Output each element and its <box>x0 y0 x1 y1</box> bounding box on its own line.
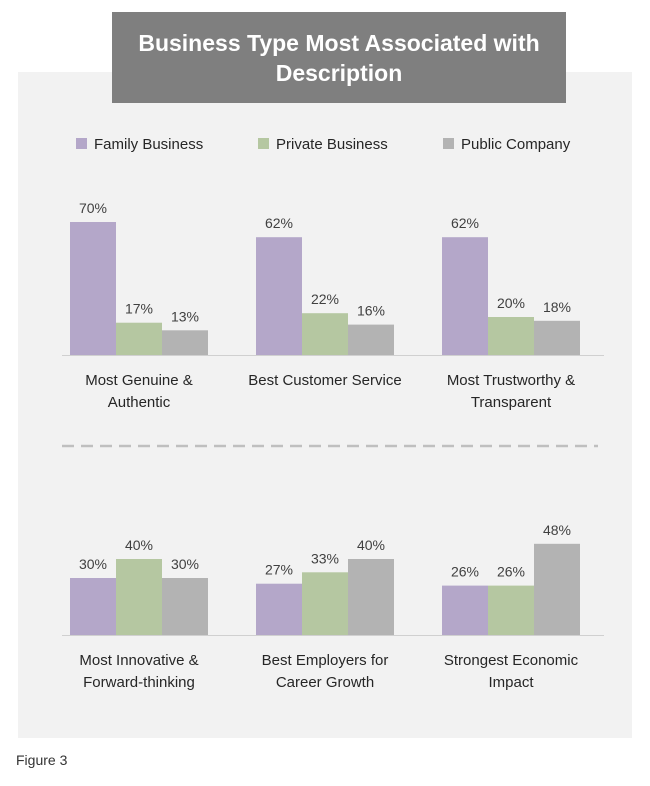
category-label-6-line-2: Impact <box>488 674 534 691</box>
bar-group5-series3 <box>348 559 394 635</box>
value-label-group1-series1: 70% <box>79 200 107 216</box>
bar-group3-series1 <box>442 237 488 355</box>
value-label-group5-series2: 33% <box>311 550 339 566</box>
legend-label-1: Family Business <box>94 136 203 153</box>
legend-swatch-2 <box>258 138 269 149</box>
legend-swatch-3 <box>443 138 454 149</box>
value-label-group6-series2: 26% <box>497 564 525 580</box>
bar-group2-series2 <box>302 313 348 355</box>
bar-group6-series3 <box>534 543 580 635</box>
value-label-group3-series3: 18% <box>543 299 571 315</box>
bar-group6-series1 <box>442 585 488 635</box>
category-label-1-line-2: Authentic <box>108 394 171 411</box>
value-label-group2-series1: 62% <box>265 215 293 231</box>
chart-title-line-2: Description <box>275 59 403 86</box>
bar-group2-series3 <box>348 324 394 355</box>
bar-group4-series1 <box>70 578 116 635</box>
category-label-5-line-2: Career Growth <box>276 674 374 691</box>
bar-group2-series1 <box>256 237 302 355</box>
value-label-group2-series2: 22% <box>311 291 339 307</box>
legend-swatch-1 <box>76 138 87 149</box>
value-label-group5-series1: 27% <box>265 562 293 578</box>
bar-group4-series2 <box>116 559 162 635</box>
category-label-3-line-2: Transparent <box>471 394 552 411</box>
figure-caption: Figure 3 <box>16 752 68 768</box>
category-label-2-line-1: Best Customer Service <box>248 372 401 389</box>
bar-group5-series2 <box>302 572 348 635</box>
bar-group4-series3 <box>162 578 208 635</box>
category-label-6-line-1: Strongest Economic <box>444 652 579 669</box>
value-label-group4-series3: 30% <box>171 556 199 572</box>
value-label-group4-series1: 30% <box>79 556 107 572</box>
value-label-group1-series2: 17% <box>125 301 153 317</box>
category-label-4-line-2: Forward-thinking <box>83 674 195 691</box>
value-label-group5-series3: 40% <box>357 537 385 553</box>
bar-group1-series2 <box>116 322 162 355</box>
bar-group1-series1 <box>70 222 116 355</box>
bar-group3-series3 <box>534 320 580 355</box>
bar-group6-series2 <box>488 585 534 635</box>
value-label-group6-series1: 26% <box>451 564 479 580</box>
value-label-group6-series3: 48% <box>543 522 571 538</box>
category-label-4-line-1: Most Innovative & <box>79 652 198 669</box>
chart-title-line-1: Business Type Most Associated with <box>138 29 540 56</box>
bar-group3-series2 <box>488 317 534 355</box>
value-label-group1-series3: 13% <box>171 308 199 324</box>
legend-label-2: Private Business <box>276 136 388 153</box>
value-label-group2-series3: 16% <box>357 303 385 319</box>
category-label-5-line-1: Best Employers for <box>262 652 389 669</box>
bar-group1-series3 <box>162 330 208 355</box>
value-label-group3-series1: 62% <box>451 215 479 231</box>
legend-label-3: Public Company <box>461 136 571 153</box>
value-label-group4-series2: 40% <box>125 537 153 553</box>
chart-title: Business Type Most Associated with Descr… <box>112 12 566 103</box>
category-label-3-line-1: Most Trustworthy & <box>447 372 575 389</box>
bar-group5-series1 <box>256 583 302 635</box>
category-label-1-line-1: Most Genuine & <box>85 372 193 389</box>
value-label-group3-series2: 20% <box>497 295 525 311</box>
